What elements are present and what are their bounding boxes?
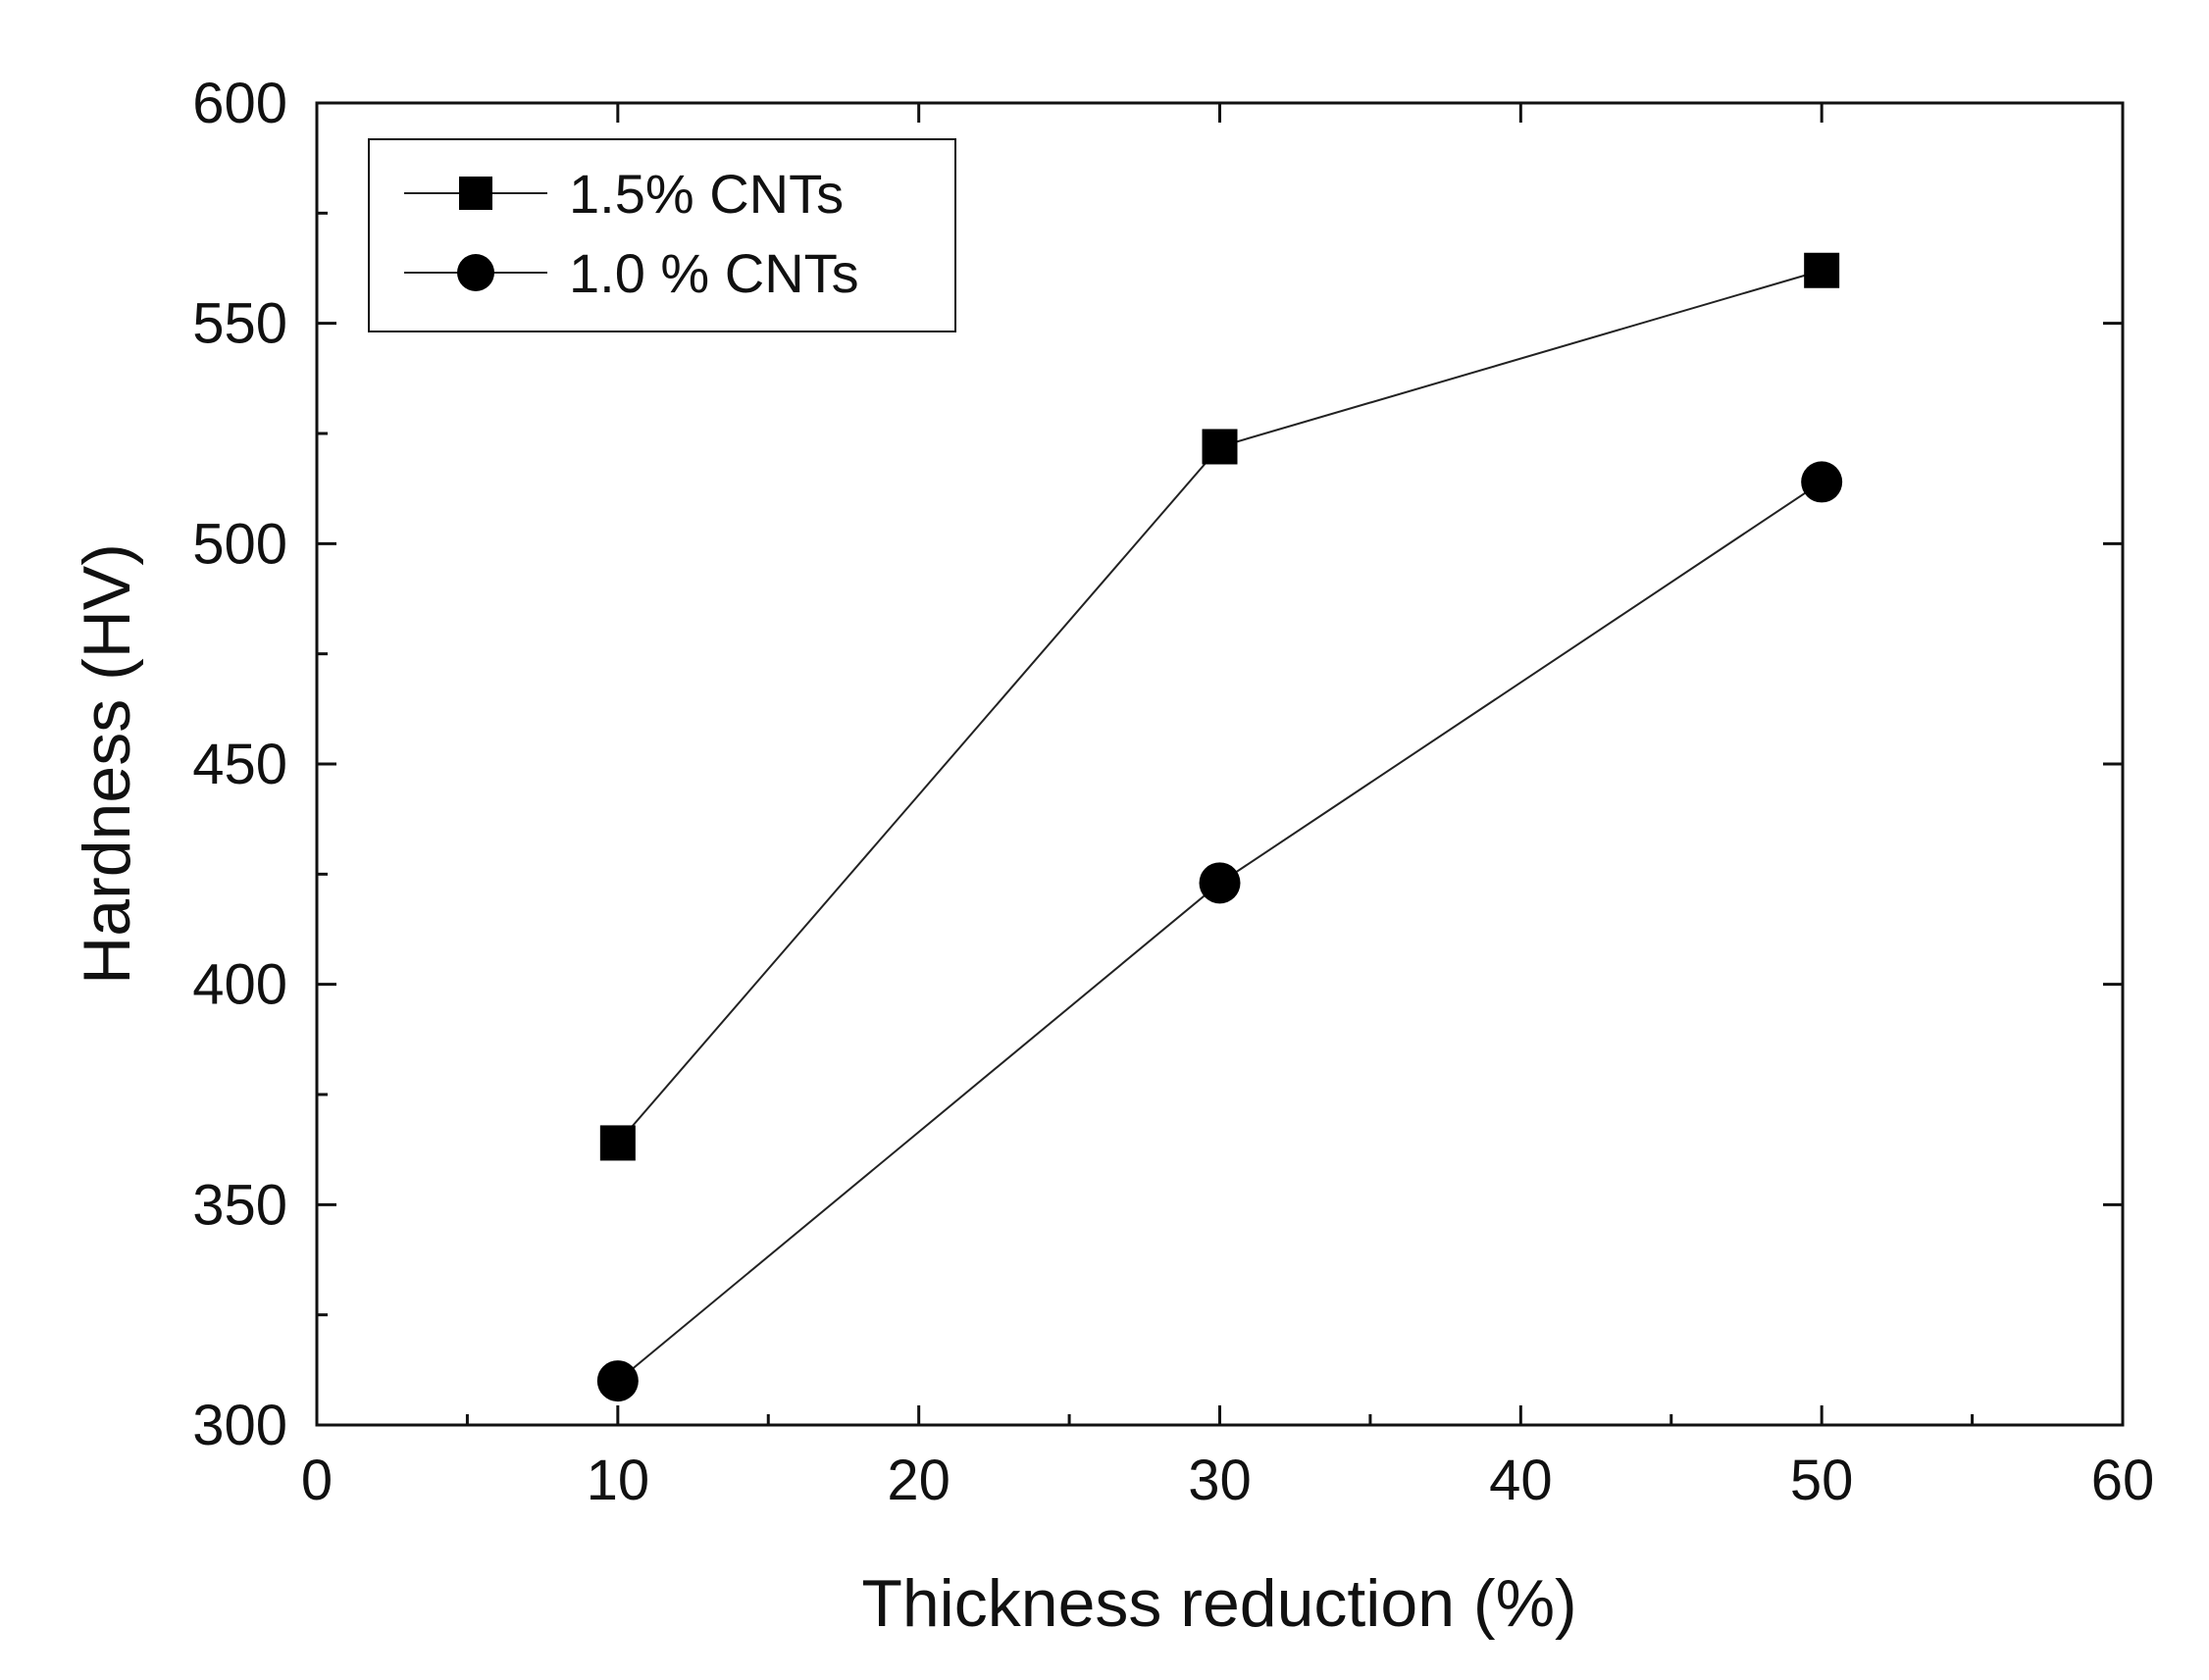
y-tick-label: 400 bbox=[192, 953, 287, 1017]
y-axis-title: Hardness (HV) bbox=[70, 543, 144, 985]
y-tick-label: 500 bbox=[192, 512, 287, 576]
legend-label-series-2: 1.0 % CNTs bbox=[569, 242, 859, 304]
legend-marker-square bbox=[459, 177, 492, 210]
data-point-circle bbox=[596, 1360, 639, 1402]
x-tick-label: 10 bbox=[587, 1449, 650, 1512]
x-axis-title: Thickness reduction (%) bbox=[861, 1566, 1576, 1641]
data-point-square bbox=[1804, 252, 1840, 288]
tick-labels-layer: 0 10 20 30 40 50 60 300 350 400 450 500 550 600 bbox=[192, 72, 2154, 1512]
y-tick-label: 300 bbox=[192, 1394, 287, 1457]
data-point-circle bbox=[1199, 862, 1241, 904]
data-point-square bbox=[1202, 429, 1238, 465]
y-tick-label: 350 bbox=[192, 1173, 287, 1237]
data-point-circle bbox=[1801, 461, 1843, 503]
x-tick-label: 20 bbox=[887, 1449, 950, 1512]
legend-box bbox=[368, 138, 956, 332]
plot-frame bbox=[315, 101, 2125, 1427]
legend-label-series-1: 1.5% CNTs bbox=[569, 163, 844, 225]
legend-marker-circle bbox=[457, 254, 494, 291]
x-tick-label: 60 bbox=[2091, 1449, 2155, 1512]
y-tick-label: 550 bbox=[192, 292, 287, 356]
y-tick-label: 600 bbox=[192, 72, 287, 135]
data-point-square bbox=[599, 1125, 636, 1161]
legend: 1.5% CNTs 1.0 % CNTs bbox=[368, 138, 956, 332]
series-line-2 bbox=[617, 481, 1823, 1382]
series-line-1 bbox=[617, 269, 1823, 1145]
y-tick-label: 450 bbox=[192, 733, 287, 796]
series-layer bbox=[596, 252, 1843, 1402]
x-tick-label: 0 bbox=[301, 1449, 333, 1512]
x-tick-label: 30 bbox=[1188, 1449, 1252, 1512]
x-tick-label: 50 bbox=[1790, 1449, 1854, 1512]
x-tick-label: 40 bbox=[1489, 1449, 1553, 1512]
